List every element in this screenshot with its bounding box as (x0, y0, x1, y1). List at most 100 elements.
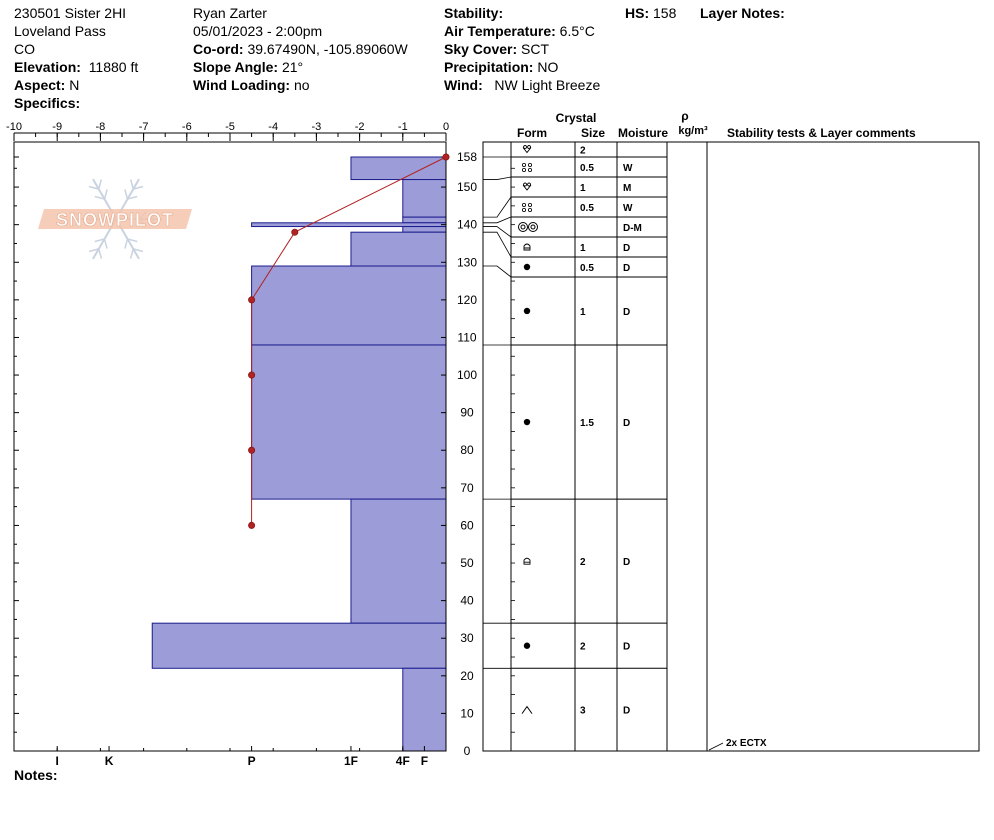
depth-connector (483, 231, 512, 258)
moisture-value: D (623, 307, 630, 318)
snowflake-branch (129, 179, 134, 190)
header-rho: ρ (681, 109, 688, 123)
moisture-value: D (623, 418, 630, 429)
decomposing-icon (522, 145, 532, 154)
depth-tick-label: 80 (460, 443, 474, 457)
snowflake-branch (98, 248, 103, 259)
moisture-value: D (623, 642, 630, 653)
temperature-point (442, 153, 450, 161)
sky-cover: Sky Cover: SCT (444, 41, 550, 57)
depth-tick-label: 30 (460, 631, 474, 645)
depth-tick-label: 0 (464, 744, 471, 758)
rounded-grain-icon (523, 263, 531, 271)
hardness-bar (350, 231, 447, 267)
elevation: Elevation: 11880 ft (14, 59, 139, 75)
snowflake-branch (124, 238, 129, 249)
table-row: 1.5 D (523, 418, 630, 429)
rounded-icon-dot (528, 167, 533, 172)
temperature-profile (248, 153, 450, 529)
hardness-tick-label: P (248, 754, 256, 768)
temp-tick-label: -8 (96, 121, 106, 133)
depth-tick-label: 150 (457, 180, 477, 194)
depth-tick-label: 140 (457, 218, 477, 232)
rounded-icon-dot (522, 162, 527, 167)
table-border (482, 141, 980, 752)
temp-tick-label: 0 (443, 121, 449, 133)
temp-tick-label: -3 (312, 121, 322, 133)
hardness-tick-label: I (56, 754, 59, 768)
moisture-value: D-M (623, 223, 642, 234)
snowflake-branch (124, 189, 129, 200)
wind-loading: Wind Loading: no (193, 77, 310, 93)
crystal-size: 1.5 (580, 418, 594, 429)
melt-freeze-icon (518, 222, 528, 232)
moisture-value: M (623, 183, 631, 194)
crystal-size: 2 (580, 146, 586, 157)
temp-tick-label: -1 (398, 121, 408, 133)
hardness-bar (151, 622, 447, 669)
table-row: 0.5 D (523, 263, 630, 274)
layer-notes: Layer Notes: (700, 5, 785, 21)
snowflake-branch (98, 179, 103, 190)
temp-tick-label: -2 (355, 121, 365, 133)
air-temperature: Air Temperature: 6.5°C (444, 23, 595, 39)
temperature-point (248, 371, 256, 379)
crystal-size: 0.5 (580, 163, 594, 174)
depth-tick-label: 40 (460, 594, 474, 608)
rounded-grain-icon (523, 642, 531, 649)
stability-test-pointer (708, 742, 724, 751)
temperature-point (248, 521, 256, 529)
hardness-tick-label: K (105, 754, 114, 768)
moisture-value: D (623, 243, 630, 254)
snowflake-branch (88, 248, 99, 253)
moisture-value: W (623, 203, 633, 214)
crystal-size: 1 (580, 307, 586, 318)
depth-tick-label: 120 (457, 293, 477, 307)
snowpilot-logo: SNOWPILOT (38, 178, 192, 260)
crystal-size: 0.5 (580, 203, 594, 214)
hardness-bar (251, 344, 447, 500)
faceted-icon (523, 557, 531, 565)
crystal-size: 0.5 (580, 263, 594, 274)
logo-text: SNOWPILOT (56, 210, 174, 230)
temp-tick-label: -10 (6, 121, 22, 133)
rounded-grain-icon (523, 418, 531, 426)
site-name: 230501 Sister 2HI (14, 5, 127, 21)
rounded-icon-dot (528, 162, 533, 167)
hardness-tick-label: 1F (344, 754, 358, 768)
header-moisture: Moisture (618, 126, 668, 140)
rounded-grain-icon (523, 307, 531, 315)
slope-angle: Slope Angle: 21° (193, 59, 304, 75)
depth-tick-label: 110 (457, 330, 476, 344)
location: Loveland Pass (14, 23, 106, 39)
hardness-axis: I K P 1F 4F F (56, 746, 428, 768)
snowflake-branch (133, 248, 144, 253)
stability-test-label: 2x ECTX (726, 738, 767, 749)
header-comments: Stability tests & Layer comments (727, 126, 916, 140)
depth-axis: 0 10 20 30 40 50 60 70 80 90 100 110 120 130 140 150 158 (14, 150, 477, 758)
snowflake-branch (88, 185, 99, 190)
depth-tick-label: 60 (460, 518, 474, 532)
hardness-bar (402, 226, 447, 233)
hardness-tick-label: F (421, 754, 428, 768)
melt-freeze-icon (528, 222, 538, 232)
temperature-line (251, 156, 447, 526)
depth-tick-label: 130 (457, 255, 477, 269)
wind: Wind: NW Light Breeze (444, 77, 601, 93)
table-row: D-M (518, 222, 642, 234)
crystal-size: 2 (580, 642, 586, 653)
hardness-bar (251, 222, 447, 228)
temperature-axis: -10 -9 -8 -7 -6 -5 -4 -3 -2 -1 0 (6, 121, 449, 141)
depth-connector (483, 265, 512, 278)
snowflake-branch (127, 238, 138, 243)
decomposing-icon (522, 182, 532, 191)
melt-freeze-icon-inner (520, 224, 526, 230)
header-size: Size (581, 126, 605, 140)
moisture-value: W (623, 163, 633, 174)
temperature-point (248, 446, 256, 454)
